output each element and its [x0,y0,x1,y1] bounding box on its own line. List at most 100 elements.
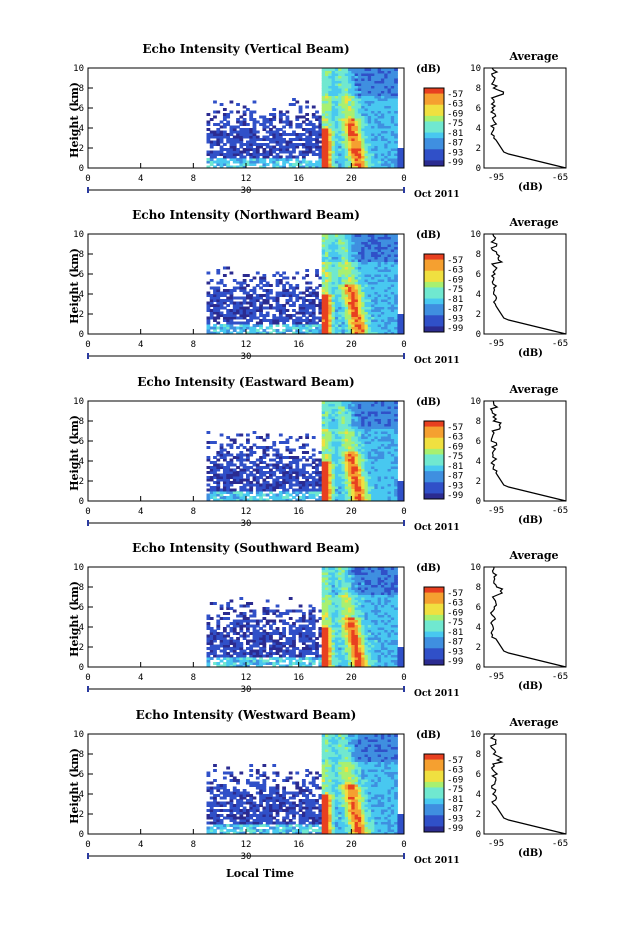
heatmap-cell [357,90,362,94]
heatmap-cell [216,632,221,635]
heatmap-cell [390,321,395,325]
heatmap-cell [334,403,339,407]
heatmap-cell [331,105,336,109]
heatmap-cell [331,468,336,472]
heatmap-cell [377,296,382,300]
heatmap-cell [325,281,329,285]
heatmap-cell [338,100,342,104]
heatmap-cell [354,428,359,432]
heatmap-cell [222,155,227,159]
heatmap-cell [321,254,326,257]
heatmap-cell [265,145,270,149]
heatmap-cell [351,436,356,439]
heatmap-cell [357,324,362,327]
heatmap-cell [338,93,342,96]
heatmap-cell [380,309,385,312]
heatmap-cell [305,269,310,272]
heatmap-cell [390,438,395,442]
heatmap-cell [219,304,224,307]
heatmap-cell [338,234,342,237]
heatmap-cell [229,133,234,136]
heatmap-cell [239,468,244,472]
heatmap-cell [351,289,356,292]
heatmap-cell [278,486,283,489]
heatmap-cell [390,403,395,407]
heatmap-cell [282,664,286,668]
heatmap-cell [242,652,247,655]
heatmap-cell [239,476,244,479]
heatmap-cell [308,160,313,164]
heatmap-cell [229,316,234,320]
heatmap-cell [328,471,333,474]
heatmap-cell [387,271,392,275]
heatmap-cell [351,403,356,407]
heatmap-cell [371,115,375,119]
heatmap-cell [252,125,257,129]
heatmap-cell [371,436,375,439]
heatmap-cell [394,259,398,262]
heatmap-cell [338,108,342,111]
heatmap-cell [272,632,277,635]
heatmap-cell [321,163,326,166]
heatmap-cell [325,135,329,139]
heatmap-cell [229,664,234,668]
heatmap-cell [239,306,244,310]
heatmap-cell [272,622,277,625]
heatmap-cell [377,150,382,154]
heatmap-cell [394,428,398,432]
x-tick-label: 12 [241,340,252,350]
heatmap-cell [232,155,237,159]
heatmap-cell [364,123,369,126]
heatmap-cell [348,498,352,502]
heatmap-cell [331,133,336,136]
heatmap-cell [354,306,359,310]
heatmap-cell [367,299,372,302]
heatmap-cell [305,130,310,134]
heatmap-cell [380,259,385,262]
heatmap-cell [394,291,398,295]
heatmap-cell [351,443,356,447]
heatmap-cell [301,133,306,136]
heatmap-cell [209,118,214,121]
heatmap-cell [354,254,359,257]
heatmap-cell [390,138,395,141]
heatmap-cell [213,326,217,330]
heatmap-cell [344,153,349,156]
heatmap-cell [285,309,290,312]
heatmap-cell [315,269,319,272]
heatmap-cell [295,324,300,327]
heatmap-cell [226,453,231,457]
heatmap-cell [292,294,296,297]
heatmap-cell [380,311,385,315]
heatmap-cell [229,271,234,275]
heatmap-cell [354,113,359,116]
heatmap-cell [344,266,349,270]
heatmap-cell [236,614,240,618]
heatmap-cell [259,657,263,660]
heatmap-cell [380,120,385,124]
heatmap-cell [222,627,227,630]
heatmap-cell [318,496,323,499]
heatmap-cell [239,652,244,655]
heatmap-cell [265,118,270,121]
heatmap-cell [242,128,247,131]
heatmap-cell [292,103,296,106]
colorbar-swatch [424,149,444,156]
heatmap-cell [380,244,385,247]
day-label: 30 [241,186,252,196]
heatmap-cell [341,165,346,169]
heatmap-cell [387,486,392,489]
heatmap-cell [331,456,336,459]
heatmap-cell [354,309,359,312]
heatmap-cell [351,125,356,129]
heatmap-cell [325,316,329,320]
heatmap-cell [394,103,398,106]
heatmap-cell [278,644,283,648]
heatmap-cell [357,125,362,129]
heatmap-cell [295,438,300,442]
heatmap-cell [354,438,359,442]
heatmap-cell [213,476,217,479]
heatmap-cell [390,326,395,330]
heatmap-cell [338,264,342,267]
